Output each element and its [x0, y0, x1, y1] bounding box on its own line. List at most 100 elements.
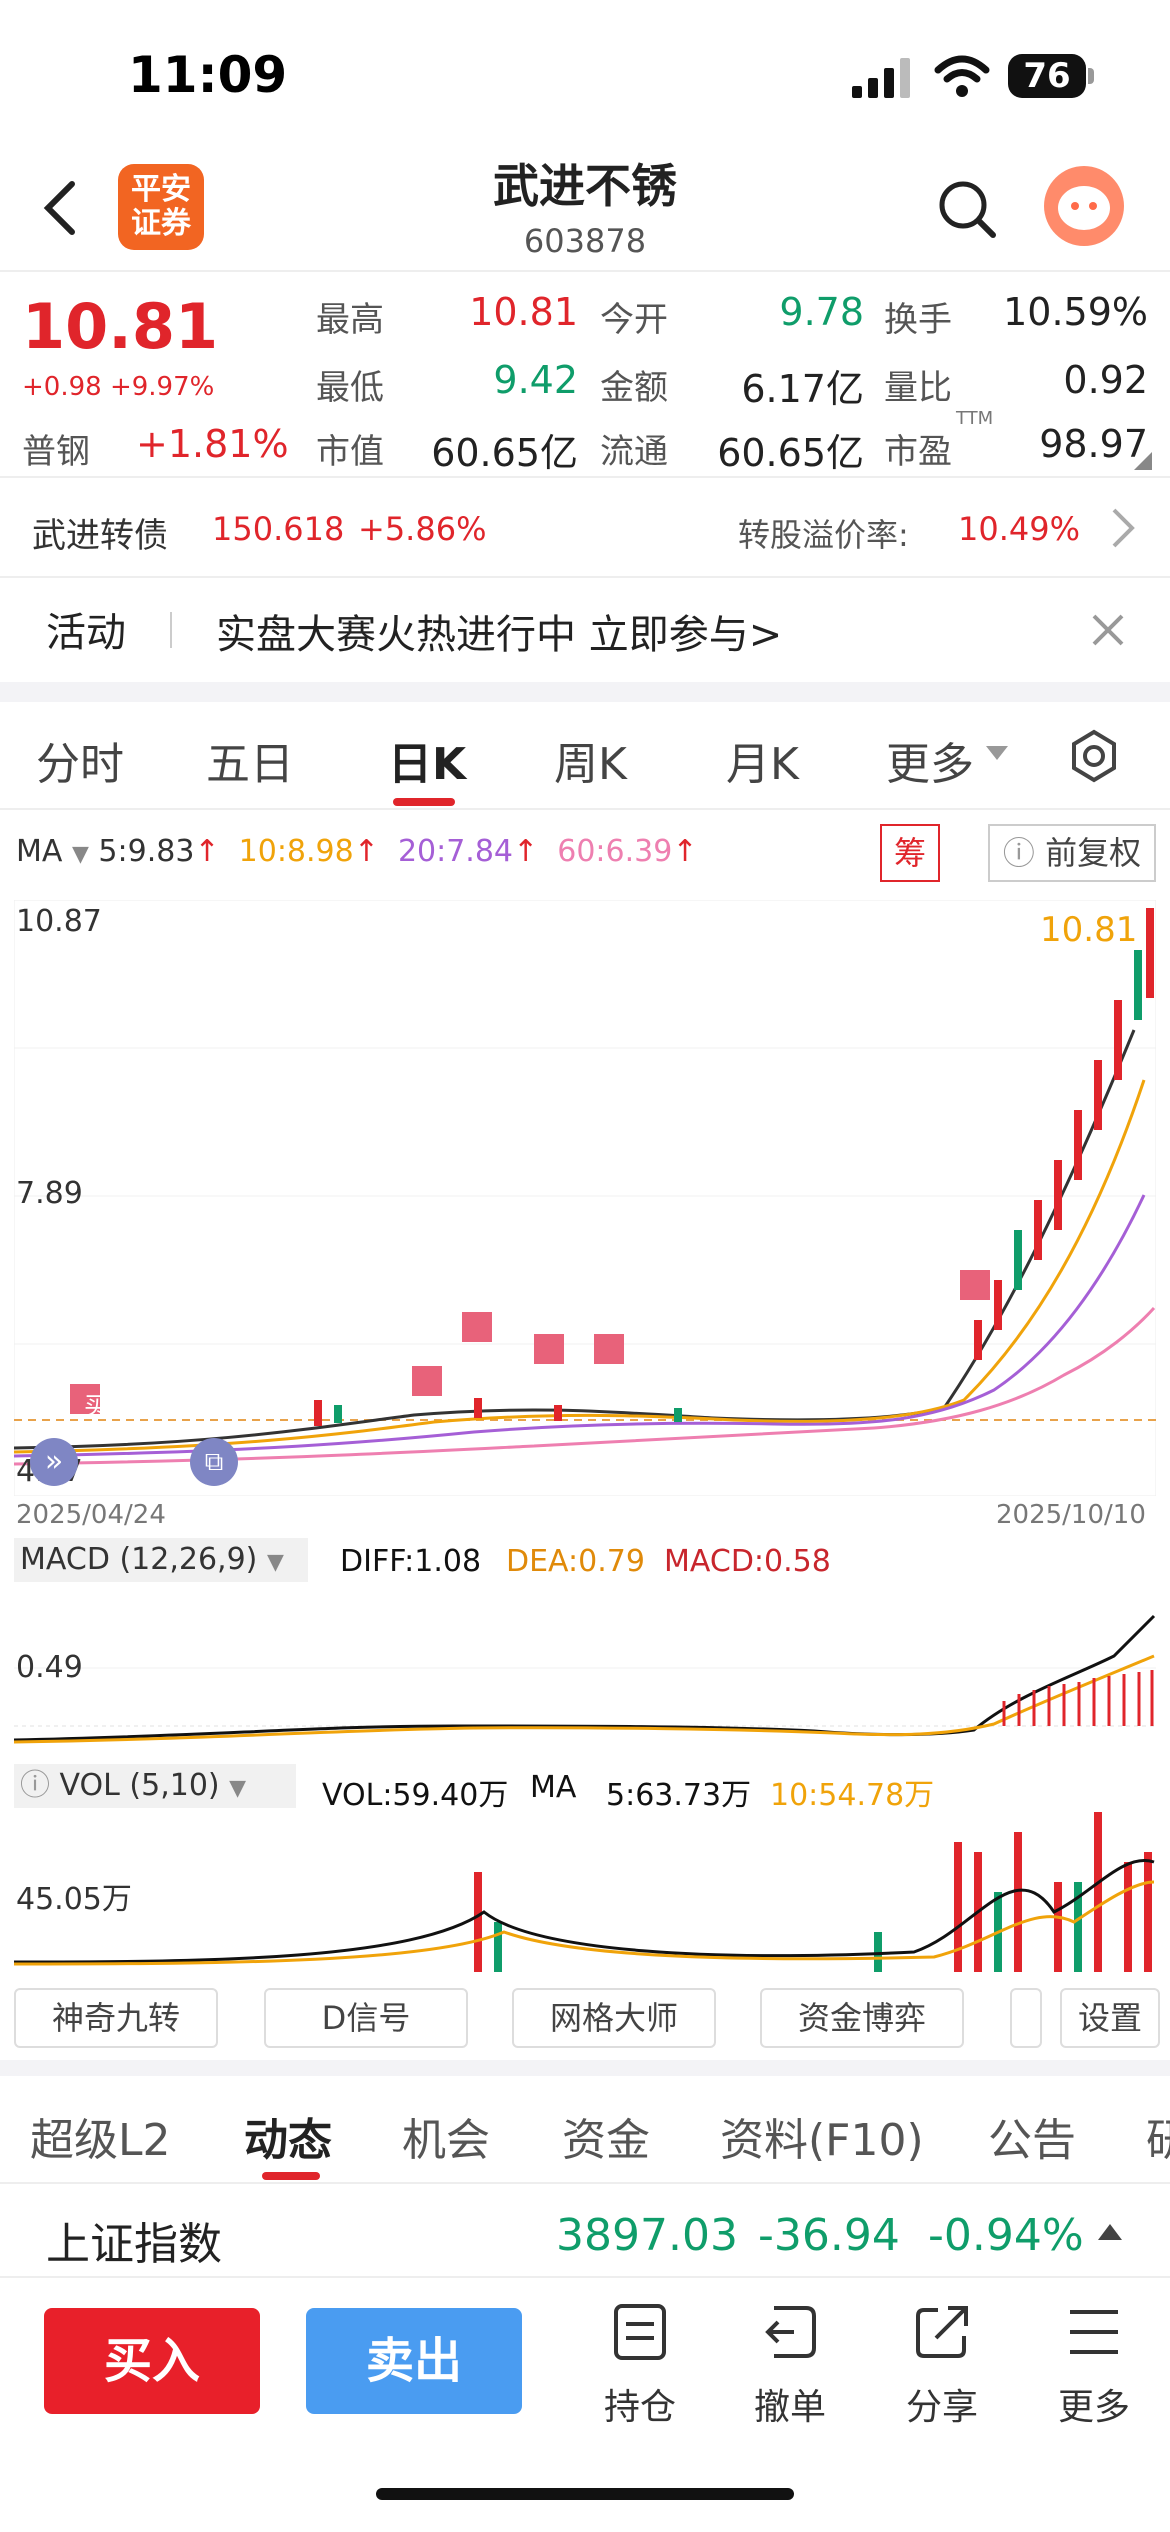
activity-link[interactable]: 实盘大赛火热进行中 立即参与>: [216, 612, 783, 658]
activity-separator: [170, 612, 172, 648]
info-tabs-divider: [0, 2182, 1170, 2184]
pe-value: 98.97: [1039, 422, 1148, 466]
home-indicator[interactable]: [376, 2488, 794, 2500]
scroll-left-icon[interactable]: »: [30, 1438, 78, 1486]
search-icon[interactable]: [936, 178, 998, 240]
bond-change: +5.86%: [358, 510, 487, 548]
tab-monthly-k[interactable]: 月K: [726, 739, 799, 790]
pe-label: 市盈: [884, 432, 952, 472]
candles: [314, 908, 1154, 1426]
float-value: 60.65亿: [717, 431, 864, 475]
battery-tip: [1088, 68, 1094, 84]
tool-partial[interactable]: [1010, 1988, 1042, 2048]
dropdown-icon: [986, 746, 1008, 760]
ma5-value: 5:9.83: [98, 834, 195, 869]
turnover-value: 10.59%: [1003, 290, 1148, 334]
float-label: 流通: [600, 432, 668, 472]
index-change: -36.94: [758, 2210, 900, 2261]
macd-dea: DEA:0.79: [506, 1544, 645, 1579]
dropdown-icon: ▼: [266, 1550, 284, 1575]
active-info-tab-indicator: [262, 2172, 320, 2180]
price-adjust-button[interactable]: ⓘ 前复权: [988, 824, 1156, 882]
tool-magic-nine[interactable]: 神奇九转: [14, 1988, 218, 2048]
gear-icon[interactable]: [1066, 728, 1122, 784]
expand-up-icon[interactable]: [1098, 2224, 1122, 2240]
expand-corner-icon[interactable]: [1134, 452, 1152, 470]
pe-ttm-sup: TTM: [956, 408, 994, 429]
up-arrow-icon: ↑: [672, 834, 698, 869]
low-label: 最低: [316, 368, 384, 408]
cancel-order-label[interactable]: 撤单: [753, 2387, 826, 2428]
buy-button[interactable]: 买入: [44, 2308, 260, 2414]
chip-distribution-button[interactable]: 筹: [880, 824, 940, 882]
share-icon[interactable]: [912, 2302, 972, 2362]
tab-funds[interactable]: 资金: [562, 2115, 650, 2166]
macd-title: MACD (12,26,9): [20, 1542, 258, 1577]
info-icon: ⓘ: [20, 1768, 50, 1803]
buy-markers: [70, 1270, 990, 1414]
macd-y-label: 0.49: [16, 1650, 83, 1685]
ma20-value: 20:7.84: [397, 834, 514, 869]
bond-price: 150.618: [212, 510, 345, 548]
tab-research[interactable]: 研: [1146, 2115, 1170, 2166]
info-icon: ⓘ: [1002, 834, 1035, 872]
more-menu-icon[interactable]: [1064, 2302, 1124, 2362]
ma60-value: 60:6.39: [557, 834, 673, 869]
stock-name: 武进不锈: [493, 159, 677, 213]
tab-five-day[interactable]: 五日: [206, 739, 294, 790]
kline-chart[interactable]: [14, 900, 1156, 1496]
holdings-label[interactable]: 持仓: [603, 2387, 676, 2428]
high-label: 最高: [316, 300, 384, 340]
tab-more[interactable]: 更多: [886, 739, 974, 790]
assistant-avatar-icon[interactable]: [1044, 166, 1124, 246]
tab-announcements[interactable]: 公告: [988, 2115, 1076, 2166]
chevron-right-icon[interactable]: [1110, 506, 1136, 550]
share-label[interactable]: 分享: [905, 2387, 978, 2428]
open-label: 今开: [600, 300, 668, 340]
tool-d-signal[interactable]: D信号: [264, 1988, 468, 2048]
tab-intraday[interactable]: 分时: [36, 739, 124, 790]
price-adjust-label: 前复权: [1045, 834, 1142, 872]
low-value: 9.42: [493, 358, 578, 402]
tool-fund-game[interactable]: 资金博弈: [760, 1988, 964, 2048]
sell-button[interactable]: 卖出: [306, 2308, 522, 2414]
tab-opportunity[interactable]: 机会: [402, 2115, 490, 2166]
up-arrow-icon: ↑: [353, 834, 379, 869]
vol-ma-label: MA: [530, 1770, 577, 1805]
tab-f10[interactable]: 资料(F10): [720, 2115, 924, 2166]
vol-selector[interactable]: ⓘ VOL (5,10) ▼: [14, 1764, 296, 1808]
zoom-icon[interactable]: ⧉: [190, 1438, 238, 1486]
ma-legend[interactable]: MA ▼ 5:9.83↑ 10:8.98↑ 20:7.84↑ 60:6.39↑: [16, 834, 697, 869]
index-value: 3897.03: [556, 2210, 738, 2261]
dropdown-icon: ▼: [229, 1776, 247, 1801]
close-icon[interactable]: [1088, 610, 1128, 650]
ma-dropdown-icon: ▼: [71, 842, 89, 867]
tab-super-l2[interactable]: 超级L2: [30, 2115, 171, 2166]
bond-divider: [0, 576, 1170, 578]
kline-date-start: 2025/04/24: [16, 1500, 166, 1530]
broker-logo[interactable]: 平安 证券: [118, 164, 204, 250]
macd-chart: [14, 1614, 1156, 1744]
vol-y-label: 45.05万: [16, 1882, 132, 1917]
tab-news[interactable]: 动态: [244, 2115, 332, 2166]
tab-daily-k[interactable]: 日K: [388, 739, 467, 790]
vol-ma5: 5:63.73万: [606, 1778, 752, 1813]
status-time: 11:09: [128, 46, 288, 104]
stock-code: 603878: [523, 222, 647, 260]
cancel-order-icon[interactable]: [760, 2302, 820, 2362]
bond-name: 武进转债: [32, 516, 168, 556]
turnover-label: 换手: [884, 300, 952, 340]
tool-grid-master[interactable]: 网格大师: [512, 1988, 716, 2048]
holdings-icon[interactable]: [610, 2302, 670, 2362]
mcap-value: 60.65亿: [431, 431, 578, 475]
macd-selector[interactable]: MACD (12,26,9) ▼: [14, 1538, 308, 1582]
tool-settings[interactable]: 设置: [1060, 1988, 1160, 2048]
up-arrow-icon: ↑: [194, 834, 220, 869]
tab-weekly-k[interactable]: 周K: [554, 739, 627, 790]
premium-label: 转股溢价率:: [738, 516, 909, 554]
back-icon[interactable]: [40, 180, 80, 236]
activity-label: 活动: [46, 610, 126, 656]
tabs-divider: [0, 808, 1170, 810]
more-label[interactable]: 更多: [1057, 2387, 1130, 2428]
amount-value: 6.17亿: [741, 367, 864, 411]
